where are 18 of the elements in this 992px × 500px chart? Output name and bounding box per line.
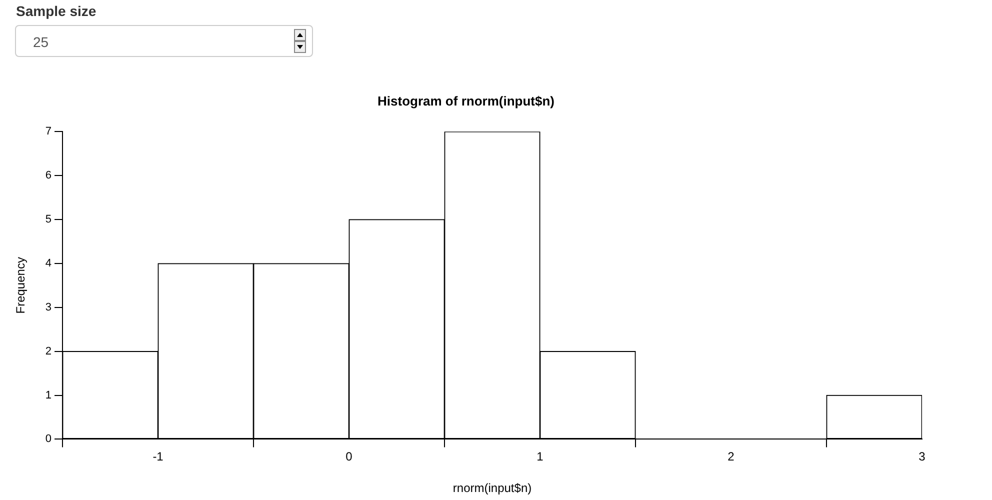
y-tick-label: 2: [45, 345, 52, 358]
y-tick-label: 7: [45, 126, 52, 138]
y-tick-label: 0: [45, 433, 52, 446]
x-tick-label: 0: [346, 450, 353, 464]
x-tick-label: 2: [728, 450, 735, 464]
text: Sample size: [16, 3, 96, 19]
x-axis-title: rnorm(input$n): [452, 481, 532, 496]
x-tick-label: -1: [152, 450, 164, 464]
y-tick-label: 3: [45, 301, 52, 314]
x-tick-label: 1: [536, 450, 544, 464]
y-axis-title: Frequency: [14, 257, 28, 314]
y-tick-label: 4: [45, 257, 52, 270]
chart-title: Histogram of rnorm(input$n): [378, 93, 554, 108]
y-tick-label: 5: [45, 214, 52, 226]
y-tick-label: 6: [45, 170, 52, 182]
x-tick-label: 3: [918, 450, 926, 464]
y-tick-label: 1: [45, 389, 52, 402]
number-field: 25: [15, 25, 313, 57]
